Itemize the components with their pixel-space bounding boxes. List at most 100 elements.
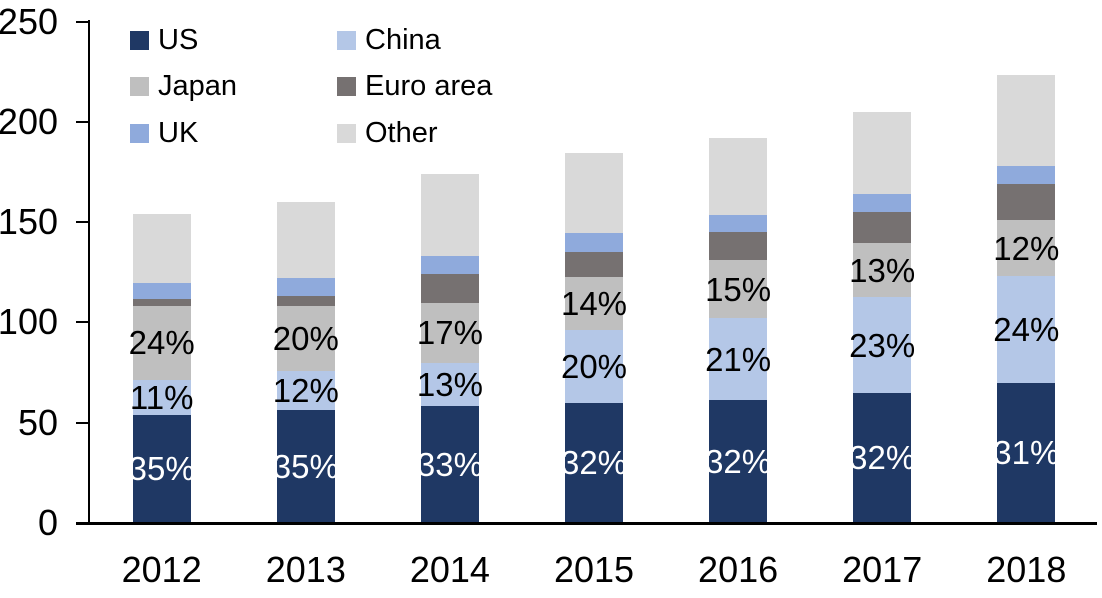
bar-segment-uk	[709, 215, 768, 233]
bar-segment-euro-area	[132, 299, 191, 307]
bar-value-label: 15%	[705, 270, 772, 308]
bar-segment-other	[420, 174, 479, 257]
bar-segment-japan	[997, 220, 1056, 277]
y-axis-tick-label: 50	[17, 401, 58, 443]
legend-swatch	[130, 77, 149, 96]
y-axis-tick	[76, 421, 90, 424]
bar-segment-japan	[709, 260, 768, 319]
x-axis-category-label: 2017	[842, 549, 923, 590]
bar-segment-other	[709, 137, 768, 216]
bar-segment-euro-area	[420, 274, 479, 304]
bar-value-label: 32%	[849, 439, 916, 477]
bar-segment-us	[565, 402, 623, 523]
bar-segment-uk	[997, 166, 1056, 185]
legend-item-uk: UK	[130, 116, 199, 149]
y-axis-tick-label: 250	[0, 0, 58, 42]
bar-segment-euro-area	[709, 232, 768, 261]
x-axis-category-label: 2012	[121, 549, 202, 590]
bar-segment-other	[565, 152, 623, 234]
bar-segment-uk	[132, 283, 191, 300]
bar-segment-us	[997, 382, 1056, 523]
bar-segment-china	[997, 276, 1056, 383]
bar-value-label: 32%	[560, 444, 628, 482]
x-axis-line	[76, 521, 1097, 525]
bar-value-label: 35%	[128, 450, 195, 488]
bar-segment-euro-area	[997, 184, 1056, 221]
bar-value-label: 14%	[560, 285, 628, 323]
bar-value-label: 17%	[416, 314, 483, 352]
legend-item-euro-area: Euro area	[337, 72, 492, 101]
legend-item-us: US	[130, 23, 199, 56]
bar-segment-other	[276, 202, 335, 279]
bar-value-label: 23%	[849, 326, 916, 364]
legend-swatch	[337, 77, 356, 96]
bar-value-label: 13%	[416, 365, 483, 403]
x-axis-category-label: 2018	[986, 549, 1067, 590]
y-axis-tick	[76, 20, 90, 23]
legend-item-other: Other	[337, 116, 438, 149]
bar-segment-china	[420, 362, 479, 406]
bar-value-label: 20%	[272, 319, 339, 357]
bar-segment-china	[276, 370, 335, 410]
bar-segment-euro-area	[276, 296, 335, 307]
legend-item-china: China	[337, 23, 441, 56]
y-axis-tick	[76, 120, 90, 123]
bar-segment-uk	[420, 256, 479, 275]
x-axis-category-label: 2016	[698, 549, 779, 590]
bar-segment-china	[565, 330, 623, 403]
legend-swatch	[337, 30, 356, 50]
y-axis-tick-label: 200	[0, 100, 58, 142]
legend-label: Other	[365, 116, 438, 149]
legend-item-japan: Japan	[130, 72, 237, 101]
bar-segment-uk	[853, 194, 912, 213]
bar-segment-us	[276, 409, 335, 523]
bar-value-label: 12%	[272, 371, 339, 409]
bar-value-label: 11%	[129, 378, 194, 416]
legend-label: Euro area	[365, 70, 493, 102]
legend-swatch	[130, 123, 149, 143]
bar-value-label: 24%	[128, 324, 195, 362]
bar-segment-japan	[420, 303, 479, 363]
x-axis-category-label: 2014	[409, 549, 490, 590]
x-axis-category-label: 2015	[553, 549, 635, 590]
bar-segment-euro-area	[565, 252, 623, 278]
bar-value-label: 31%	[993, 434, 1060, 472]
bar-segment-euro-area	[853, 212, 912, 244]
bar-segment-us	[709, 399, 768, 523]
legend-label: US	[158, 23, 199, 56]
bar-segment-us	[420, 405, 479, 523]
bar-value-label: 12%	[993, 229, 1060, 267]
bar-value-label: 21%	[705, 340, 772, 378]
y-axis-tick-label: 150	[0, 201, 58, 243]
bar-value-label: 33%	[416, 445, 483, 483]
bar-segment-us	[853, 392, 912, 523]
bar-value-label: 13%	[849, 251, 916, 289]
x-axis-category-label: 2013	[265, 549, 346, 590]
legend-swatch	[130, 30, 149, 50]
y-axis-line	[88, 19, 90, 524]
bar-value-label: 35%	[272, 447, 339, 485]
bar-value-label: 24%	[993, 310, 1060, 348]
y-axis-tick-label: 0	[37, 502, 58, 543]
bar-segment-japan	[565, 277, 623, 331]
y-axis-tick	[76, 221, 90, 224]
bar-segment-japan	[132, 306, 191, 380]
bar-value-label: 32%	[705, 442, 772, 480]
bar-segment-other	[132, 214, 191, 284]
bar-segment-other	[997, 74, 1056, 166]
bar-value-label: 20%	[560, 348, 628, 386]
y-axis-tick	[76, 321, 90, 324]
bar-segment-china	[709, 318, 768, 400]
bar-segment-japan	[853, 243, 912, 298]
bar-segment-japan	[276, 306, 335, 371]
bar-segment-other	[853, 111, 912, 195]
y-axis-tick-label: 100	[0, 301, 58, 343]
bar-segment-uk	[565, 233, 623, 253]
legend-label: UK	[158, 116, 199, 149]
bar-segment-china	[132, 379, 191, 415]
bar-segment-us	[132, 414, 191, 523]
legend-label: China	[365, 23, 441, 56]
legend-swatch	[337, 123, 356, 143]
legend-label: Japan	[158, 70, 238, 102]
